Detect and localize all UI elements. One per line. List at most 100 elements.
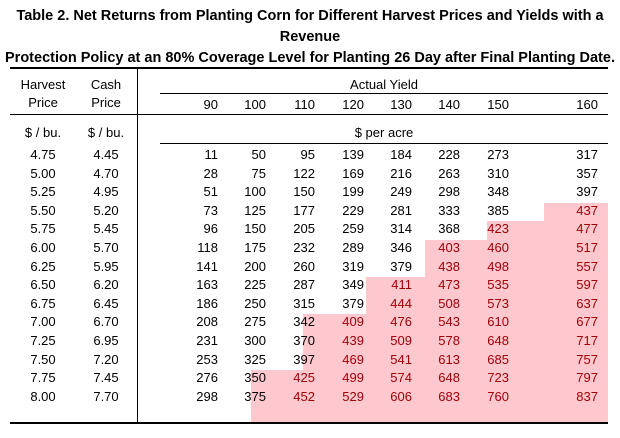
net-return-cell: 350 [244,370,266,386]
net-return-cell: 150 [244,221,266,237]
net-return-cell: 314 [390,221,412,237]
net-return-cell: 287 [293,277,315,293]
net-return-cell: 75 [251,165,266,181]
net-return-cell: 437 [576,202,598,218]
net-return-cell: 760 [487,388,509,404]
net-return-cell: 298 [196,388,218,404]
harvest-price-cell: 6.75 [30,295,56,311]
net-return-cell: 425 [293,370,315,386]
net-return-cell: 273 [487,147,509,162]
net-return-cell: 205 [293,221,315,237]
cash-price-cell: 7.20 [93,351,119,367]
cash-price-header-bottom: Price [91,95,121,110]
cash-price-cell: 4.70 [93,165,119,181]
net-return-cell: 276 [196,370,218,386]
net-return-cell: 379 [390,258,412,274]
net-return-cell: 529 [342,388,364,404]
net-return-cell: 250 [244,295,266,311]
net-return-cell: 370 [293,333,315,348]
net-return-cell: 342 [293,314,315,330]
header-bottom-rule [10,114,608,115]
cash-price-cell: 6.70 [93,314,119,330]
net-return-cell: 259 [342,221,364,237]
net-return-cell: 677 [576,314,598,330]
net-return-cell: 225 [244,277,266,293]
yield-column-header: 90 [203,97,218,112]
net-return-cell: 469 [342,351,364,367]
net-return-cell: 118 [197,240,218,255]
net-return-cell: 452 [293,388,315,404]
net-return-cell: 509 [390,333,412,348]
net-return-cell: 797 [576,370,598,386]
net-return-cell: 379 [342,295,364,311]
net-return-cell: 477 [576,221,598,237]
cash-price-cell: 6.95 [93,333,119,348]
net-return-cell: 175 [244,240,266,255]
net-return-cell: 606 [390,388,412,404]
net-return-cell: 498 [487,258,509,274]
net-return-cell: 177 [293,202,315,218]
highlight-band [425,240,608,259]
net-return-cell: 349 [342,277,364,293]
net-return-cell: 186 [196,295,218,311]
net-return-cell: 476 [390,314,412,330]
net-return-cell: 228 [438,147,460,162]
harvest-unit-label: $ / bu. [24,125,62,140]
harvest-price-cell: 5.50 [30,202,56,218]
net-return-cell: 439 [342,333,364,348]
net-return-cell: 473 [438,277,460,293]
yield-column-header: 140 [438,97,460,112]
net-return-cell: 438 [438,258,460,274]
net-return-cell: 348 [487,184,509,200]
highlight-band [487,221,608,240]
yield-column-header: 150 [487,97,509,112]
cash-price-cell: 5.45 [93,221,119,237]
highlight-band [544,202,608,222]
net-return-cell: 723 [487,370,509,386]
harvest-price-cell: 4.75 [30,147,56,162]
net-return-cell: 163 [196,277,218,293]
net-return-cell: 597 [576,277,598,293]
net-return-cell: 319 [342,258,364,274]
actual-yield-underline [160,93,608,94]
net-return-cell: 517 [576,240,598,255]
net-return-cell: 557 [576,258,598,274]
net-return-cell: 543 [438,314,460,330]
unit-underline [160,143,608,144]
net-return-cell: 184 [390,147,412,162]
net-return-cell: 685 [487,351,509,367]
returns-unit-label: $ per acre [354,125,414,140]
net-return-cell: 200 [244,258,266,274]
net-return-cell: 300 [244,333,266,348]
net-return-cell: 216 [390,165,412,181]
net-return-cell: 229 [342,202,364,218]
net-return-cell: 397 [293,351,315,367]
cash-price-cell: 7.70 [93,388,119,404]
bottom-rule [10,422,608,424]
yield-column-header: 160 [576,97,598,112]
harvest-price-cell: 5.75 [30,221,56,237]
harvest-price-cell: 7.25 [30,333,56,348]
net-return-cell: 375 [244,388,266,404]
net-return-cell: 333 [438,202,460,218]
harvest-price-cell: 6.50 [30,277,56,293]
cash-price-cell: 6.20 [93,277,119,293]
net-return-cell: 232 [293,240,315,255]
net-return-cell: 281 [390,202,412,218]
cash-unit-label: $ / bu. [87,125,125,140]
harvest-price-header-top: Harvest [20,77,66,92]
net-return-cell: 298 [438,184,460,200]
actual-yield-header: Actual Yield [350,77,418,92]
title-line-2: Protection Policy at an 80% Coverage Lev… [5,50,615,66]
net-return-cell: 423 [487,221,509,237]
net-return-cell: 275 [244,314,266,330]
cash-price-cell: 4.95 [93,184,119,200]
net-return-cell: 150 [293,184,315,200]
net-return-cell: 648 [438,370,460,386]
net-return-cell: 541 [390,351,412,367]
highlight-band [366,295,608,315]
harvest-price-cell: 8.00 [30,388,56,404]
table-title: Table 2. Net Returns from Planting Corn … [0,6,620,69]
net-return-cell: 411 [391,277,412,293]
net-return-cell: 637 [576,295,598,311]
